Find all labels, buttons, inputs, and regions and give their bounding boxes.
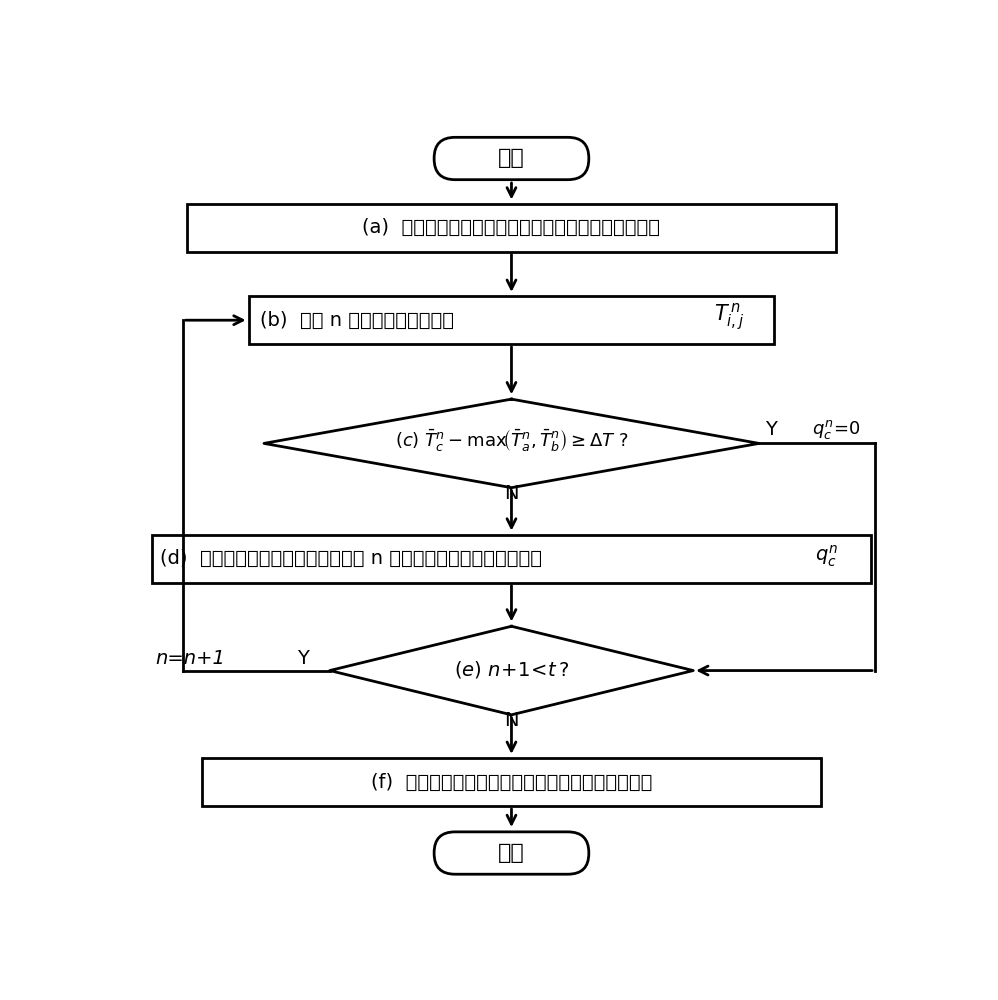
Text: N: N — [504, 711, 519, 730]
FancyBboxPatch shape — [152, 535, 871, 583]
Text: $q_c^n\!=\!0$: $q_c^n\!=\!0$ — [811, 418, 861, 441]
FancyBboxPatch shape — [434, 137, 589, 180]
Polygon shape — [263, 399, 758, 488]
Text: $(e)\ n\!+\!1\!<\!t\,?$: $(e)\ n\!+\!1\!<\!t\,?$ — [454, 659, 569, 680]
FancyBboxPatch shape — [187, 204, 836, 252]
FancyBboxPatch shape — [202, 758, 820, 806]
Text: N: N — [504, 484, 519, 503]
Text: (d)  通过冷却热流密度计算公式计算 n 时刻环件所需的冷却热流密度: (d) 通过冷却热流密度计算公式计算 n 时刻环件所需的冷却热流密度 — [160, 549, 548, 568]
Polygon shape — [329, 626, 694, 715]
Text: n=n+1: n=n+1 — [156, 650, 226, 668]
Text: (b)  给定 n 时刻环件的初始温度: (b) 给定 n 时刻环件的初始温度 — [260, 311, 460, 330]
Text: 结束: 结束 — [498, 843, 525, 863]
Text: $(c)\ \bar{T}_c^n - \max\!\left(\bar{T}_a^n,\bar{T}_b^n\right)\geq\Delta T\ ?$: $(c)\ \bar{T}_c^n - \max\!\left(\bar{T}_… — [394, 427, 629, 453]
Text: $q_c^n$: $q_c^n$ — [814, 543, 837, 569]
Text: $T_{i,j}^{\,n}$: $T_{i,j}^{\,n}$ — [715, 302, 745, 333]
FancyBboxPatch shape — [434, 832, 589, 874]
FancyBboxPatch shape — [249, 296, 774, 344]
Text: (a)  对环件进行网格划分，得到有限个离散的网格节点: (a) 对环件进行网格划分，得到有限个离散的网格节点 — [362, 218, 661, 237]
Text: (f)  得到整个环轧过程中所需的冷却热流密度变化值: (f) 得到整个环轧过程中所需的冷却热流密度变化值 — [371, 773, 652, 792]
Text: Y: Y — [765, 420, 777, 439]
Text: Y: Y — [296, 650, 308, 668]
Text: 开始: 开始 — [498, 148, 525, 168]
